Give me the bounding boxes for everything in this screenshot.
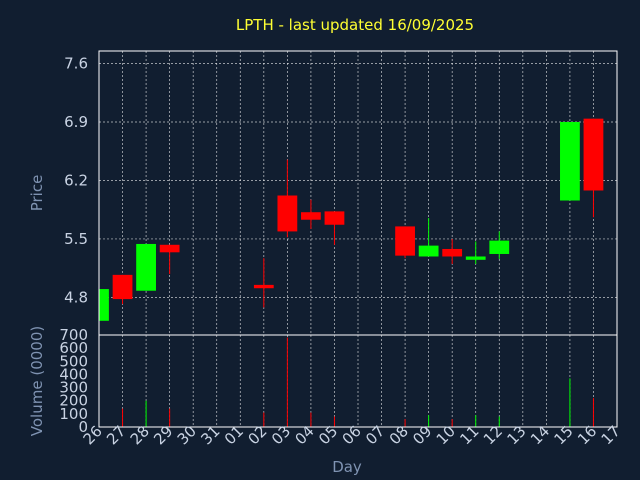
- volume-tick-label: 700: [59, 326, 88, 344]
- day-tick-label: 13: [503, 422, 529, 448]
- day-tick-label: 05: [315, 422, 341, 448]
- candle-body: [136, 243, 156, 291]
- candle-body: [465, 256, 486, 260]
- day-tick-label: 14: [527, 422, 553, 448]
- day-tick-label: 06: [339, 422, 365, 448]
- volume-axis-label: Volume (0000): [28, 326, 46, 436]
- candle-body: [395, 226, 415, 256]
- day-tick-label: 27: [103, 422, 129, 448]
- day-tick-labels: 2627282930310102030405060708091011121314…: [80, 422, 624, 448]
- day-tick-label: 02: [244, 422, 270, 448]
- volume-grid: [98, 335, 618, 427]
- candle-body: [277, 195, 298, 232]
- x-axis-label: Day: [332, 458, 362, 476]
- candle-body: [442, 248, 463, 257]
- price-axis-label: Price: [28, 175, 46, 212]
- day-tick-label: 07: [362, 422, 388, 448]
- chart-title: LPTH - last updated 16/09/2025: [236, 16, 474, 34]
- volume-tick-label: 500: [59, 352, 88, 370]
- volume-tick-label: 200: [59, 392, 88, 410]
- day-tick-label: 01: [221, 422, 247, 448]
- volume-tick-label: 300: [59, 379, 88, 397]
- day-tick-label: 12: [480, 422, 506, 448]
- price-tick-label: 7.6: [64, 55, 88, 73]
- day-tick-label: 08: [386, 422, 412, 448]
- volume-tick-label: 100: [59, 405, 88, 423]
- candles: [98, 118, 604, 321]
- candle-body: [324, 211, 345, 225]
- day-tick-label: 11: [456, 422, 482, 448]
- volume-tick-label: 400: [59, 365, 88, 383]
- day-tick-label: 30: [174, 422, 200, 448]
- price-tick-labels: 4.8 5.5 6.2 6.9 7.6: [64, 55, 88, 307]
- price-tick-label: 5.5: [64, 230, 88, 248]
- day-tick-label: 09: [409, 422, 435, 448]
- candle-body: [253, 284, 274, 289]
- volume-tick-label: 600: [59, 339, 88, 357]
- day-tick-label: 15: [551, 422, 577, 448]
- candle-body: [301, 212, 321, 220]
- candle-body: [489, 240, 510, 254]
- candle-body: [560, 122, 580, 201]
- price-tick-label: 6.2: [64, 171, 88, 189]
- candle-body: [159, 244, 180, 253]
- price-tick-label: 6.9: [64, 113, 88, 131]
- candle-body: [583, 118, 604, 191]
- candle-body: [112, 274, 133, 300]
- day-tick-label: 16: [574, 422, 600, 448]
- price-grid: [98, 51, 618, 335]
- day-tick-label: 17: [598, 422, 624, 448]
- day-tick-label: 31: [197, 422, 223, 448]
- day-tick-label: 28: [127, 422, 153, 448]
- day-tick-label: 29: [150, 422, 176, 448]
- volume-panel-frame: [98, 334, 618, 428]
- volume-bars: [122, 337, 594, 427]
- day-tick-label: 04: [292, 422, 318, 448]
- candle-body: [418, 245, 439, 257]
- day-tick-label: 10: [433, 422, 459, 448]
- day-tick-label: 03: [268, 422, 294, 448]
- price-tick-label: 4.8: [64, 288, 88, 306]
- volume-tick-label: 0: [78, 418, 88, 436]
- candle-body: [99, 289, 109, 321]
